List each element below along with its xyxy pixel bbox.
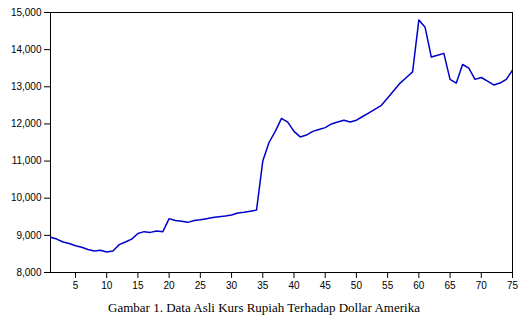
svg-text:11,000: 11,000 — [12, 155, 42, 166]
svg-text:9,000: 9,000 — [16, 230, 41, 241]
svg-text:13,000: 13,000 — [11, 81, 42, 92]
svg-text:50: 50 — [351, 280, 363, 291]
svg-text:55: 55 — [382, 280, 394, 291]
svg-text:60: 60 — [413, 280, 425, 291]
svg-text:15,000: 15,000 — [11, 7, 42, 18]
svg-text:12,000: 12,000 — [11, 118, 42, 129]
svg-text:40: 40 — [288, 280, 300, 291]
svg-text:15: 15 — [132, 280, 144, 291]
svg-text:10,000: 10,000 — [11, 192, 42, 203]
svg-text:45: 45 — [320, 280, 332, 291]
svg-text:10: 10 — [101, 280, 113, 291]
svg-text:65: 65 — [445, 280, 457, 291]
svg-text:35: 35 — [257, 280, 269, 291]
svg-text:20: 20 — [164, 280, 176, 291]
svg-text:70: 70 — [476, 280, 488, 291]
svg-text:75: 75 — [507, 280, 519, 291]
svg-text:30: 30 — [226, 280, 238, 291]
svg-text:8,000: 8,000 — [16, 267, 41, 278]
html-text:Gambar 1. Data Asli Kurs Rupia: Gambar 1. Data Asli Kurs Rupiah Terhadap… — [108, 300, 420, 315]
svg-text:25: 25 — [195, 280, 207, 291]
svg-text:14,000: 14,000 — [11, 44, 42, 55]
svg-text:5: 5 — [73, 280, 79, 291]
